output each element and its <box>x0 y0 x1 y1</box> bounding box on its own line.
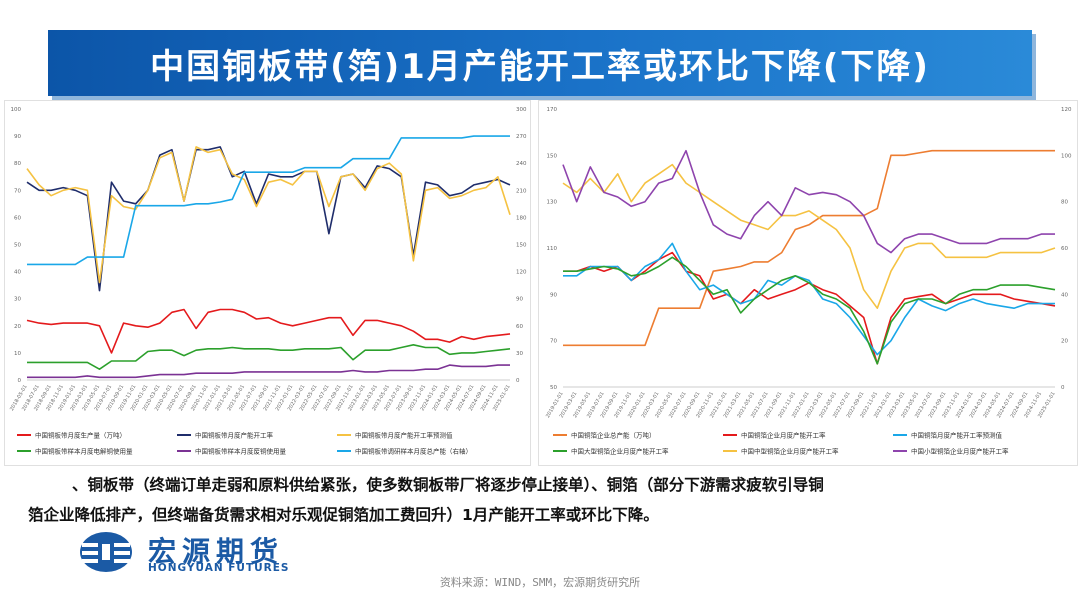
y-right-tick-label: 0 <box>516 378 520 384</box>
y-right-tick-label: 0 <box>1061 385 1065 391</box>
y-left-tick-label: 50 <box>14 243 21 249</box>
chart-panel-copper-strip: 0 10 20 30 40 50 60 70 80 90 100 0 30 60 90 120 150 180 21… <box>4 100 531 466</box>
y-left-tick-label: 30 <box>14 297 21 303</box>
y-right-tick-label: 240 <box>516 161 527 167</box>
logo-text-cn: 宏源期货 <box>148 535 285 568</box>
y-left-tick-label: 20 <box>14 324 21 330</box>
series-line-1-3 <box>563 256 1056 365</box>
y-right-tick-label: 150 <box>516 243 527 249</box>
y-left-tick-label: 0 <box>18 378 22 384</box>
y-right-tick-label: 120 <box>516 270 527 276</box>
legend-label: 中国铜箔企业月度产能开工率 <box>741 431 826 440</box>
y-left-tick-label: 80 <box>14 161 21 167</box>
y-left-tick-label: 70 <box>550 339 557 345</box>
y-right-tick-label: 300 <box>516 107 527 113</box>
legend-label: 中国铜板带月度生产量（万吨） <box>35 431 126 440</box>
legend-label: 中国铜板带月度产能开工率预测值 <box>355 431 453 440</box>
y-left-tick-label: 70 <box>14 188 21 194</box>
series-line-1-5 <box>562 149 1055 254</box>
y-right-tick-label: 210 <box>516 188 527 194</box>
source-note: 资料来源：WIND，SMM，宏源期货研究所 <box>439 576 641 589</box>
chart-copper-strip: 0 10 20 30 40 50 60 70 80 90 100 0 30 60 90 120 150 180 21… <box>9 107 527 456</box>
logo-mark-icon <box>80 532 132 572</box>
series-line-0-0 <box>26 308 511 354</box>
y-right-tick-label: 60 <box>516 324 523 330</box>
legend-label: 中国铜板带月度产能开工率 <box>195 431 274 440</box>
y-left-tick-label: 110 <box>547 246 558 252</box>
legend-label: 中国小型铜箔企业月度产能开工率 <box>911 447 1009 456</box>
series-line-1-0 <box>563 149 1055 347</box>
series-line-0-3 <box>27 344 511 371</box>
y-left-tick-label: 90 <box>14 134 21 140</box>
legend-label: 中国铜板带样本月度废铜使用量 <box>195 447 287 456</box>
series-line-0-4 <box>27 364 510 379</box>
chart-copper-foil: 5070901101301501700204060801001202019-01… <box>545 107 1072 456</box>
legend-label: 中国铜板带调研样本月度总产能（右轴） <box>355 447 472 456</box>
analysis-paragraph: 、铜板带（终端订单走弱和原料供给紧张，使多数铜板带厂将逐步停止接单）、铜箔（部分… <box>28 470 1058 530</box>
y-right-tick-label: 60 <box>1061 246 1068 252</box>
y-left-tick-label: 130 <box>547 200 558 206</box>
y-left-tick-label: 60 <box>14 215 21 221</box>
series-line-1-2 <box>563 242 1055 356</box>
series-line-1-1 <box>563 251 1056 365</box>
y-left-tick-label: 40 <box>14 270 21 276</box>
y-right-tick-label: 100 <box>1061 153 1072 159</box>
y-right-tick-label: 120 <box>1061 107 1072 113</box>
chart-panel-copper-foil: 50 70 90 110 130 150 170 0 20 40 60 80 100 120 2019-01… <box>538 100 1078 466</box>
page-title: 中国铜板带(箔)1月产能开工率或环比下降(下降) <box>150 46 930 87</box>
series-line-0-1 <box>26 146 511 292</box>
legend-label: 中国铜箔月度产能开工率预测值 <box>911 431 1003 440</box>
y-right-tick-label: 180 <box>516 215 527 221</box>
y-right-tick-label: 30 <box>516 351 523 357</box>
legend-label: 中国铜板带样本月度电解铜使用量 <box>35 447 133 456</box>
paragraph-line-2: 箔企业降低排产，但终端备货需求相对乐观促铜箔加工费回升）1月产能开工率或环比下降… <box>28 506 659 524</box>
title-bar: 中国铜板带(箔)1月产能开工率或环比下降(下降) <box>48 30 1032 96</box>
legend-label: 中国中型铜箔企业月度产能开工率 <box>741 447 839 456</box>
legend-label: 中国大型铜箔企业月度产能开工率 <box>571 447 669 456</box>
y-left-tick-label: 50 <box>550 385 557 391</box>
y-right-tick-label: 90 <box>516 297 523 303</box>
paragraph-line-1: 、铜板带（终端订单走弱和原料供给紧张，使多数铜板带厂将逐步停止接单）、铜箔（部分… <box>72 476 824 494</box>
logo-text-en: HONGYUAN FUTURES <box>148 562 290 574</box>
legend-label: 中国铜箔企业总产能（万吨） <box>571 431 656 440</box>
y-left-tick-label: 150 <box>547 153 558 159</box>
y-left-tick-label: 100 <box>11 107 22 113</box>
y-left-tick-label: 10 <box>14 351 21 357</box>
y-right-tick-label: 80 <box>1061 200 1068 206</box>
series-line-1-4 <box>562 163 1056 309</box>
series-line-0-5 <box>27 135 510 266</box>
y-left-tick-label: 170 <box>547 107 558 113</box>
y-right-tick-label: 20 <box>1061 339 1068 345</box>
y-right-tick-label: 40 <box>1061 292 1068 298</box>
series-line-0-2 <box>26 146 511 284</box>
y-left-tick-label: 90 <box>550 292 557 298</box>
company-logo: 宏源期货 HONGYUAN FUTURES <box>78 530 308 574</box>
y-right-tick-label: 270 <box>516 134 527 140</box>
